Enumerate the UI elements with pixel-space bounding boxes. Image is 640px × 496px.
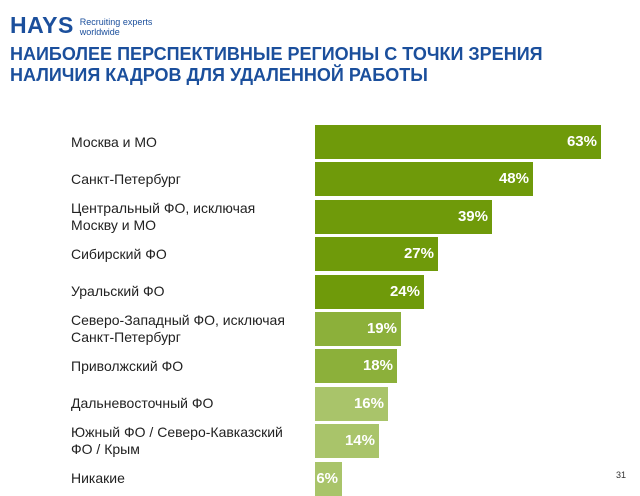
bar xyxy=(315,162,533,197)
bar-value-label: 39% xyxy=(457,207,488,225)
logo-tagline-line2: worldwide xyxy=(79,27,120,37)
category-label-line: ФО / Крым xyxy=(71,441,140,458)
hays-logo: HAYS Recruiting experts worldwide xyxy=(10,13,152,37)
category-label-line: Дальневосточный ФО xyxy=(71,395,214,412)
bar xyxy=(315,424,379,459)
chart-title: НАИБОЛЕЕ ПЕРСПЕКТИВНЫЕ РЕГИОНЫ С ТОЧКИ З… xyxy=(10,44,543,85)
category-label: Южный ФО / Северо-Кавказский ФО / Крым xyxy=(71,424,283,458)
bar-value-label: 16% xyxy=(353,394,384,412)
category-label: Северо-Западный ФО, исключая Санкт-Петерб… xyxy=(71,312,285,346)
category-label-line: Центральный ФО, исключая xyxy=(71,199,256,216)
bar xyxy=(315,312,401,346)
category-label: Никакие xyxy=(71,470,125,487)
bar-value-label: 19% xyxy=(366,320,397,337)
bar-value-label: 48% xyxy=(498,170,529,188)
category-label-line: Москву и МО xyxy=(71,216,157,233)
category-label-line: Сибирский ФО xyxy=(71,245,167,262)
category-label: Уральский ФО xyxy=(71,283,165,300)
bar xyxy=(315,237,438,272)
category-label-line: Санкт-Петербург xyxy=(71,170,181,187)
logo-tagline: Recruiting experts worldwide xyxy=(80,17,153,37)
bar-value-label: 6% xyxy=(316,469,338,487)
category-label-line: Санкт-Петербург xyxy=(71,329,181,345)
bar-value-label: 27% xyxy=(403,245,434,263)
category-label: Москва и МО xyxy=(71,134,157,151)
category-label-line: Северо-Западный ФО, исключая xyxy=(71,312,285,328)
bar xyxy=(315,386,388,421)
category-label-line: Уральский ФО xyxy=(71,283,165,300)
logo-brand: HAYS xyxy=(10,12,74,38)
category-label-line: Никакие xyxy=(71,470,125,487)
bar xyxy=(315,125,601,159)
bar-value-label: 63% xyxy=(566,133,597,150)
category-label: Санкт-Петербург xyxy=(71,171,181,188)
bar xyxy=(315,349,397,384)
bar xyxy=(315,274,424,309)
category-label: Приволжский ФО xyxy=(71,358,183,375)
category-label: Центральный ФО, исключая Москву и МО xyxy=(71,200,255,234)
bar-value-label: 14% xyxy=(344,432,375,450)
category-label-line: Южный ФО / Северо-Кавказский xyxy=(71,424,283,441)
category-label-line: Москва и МО xyxy=(71,133,157,150)
category-label-line: Приволжский ФО xyxy=(71,357,184,374)
bar-value-label: 18% xyxy=(362,357,393,375)
category-label: Дальневосточный ФО xyxy=(71,395,213,412)
bar xyxy=(315,461,342,496)
category-label: Сибирский ФО xyxy=(71,246,167,263)
bar-value-label: 24% xyxy=(389,282,420,300)
logo-tagline-line1: Recruiting experts xyxy=(79,17,153,27)
bar xyxy=(315,199,492,234)
page-number: 31 xyxy=(615,470,626,480)
